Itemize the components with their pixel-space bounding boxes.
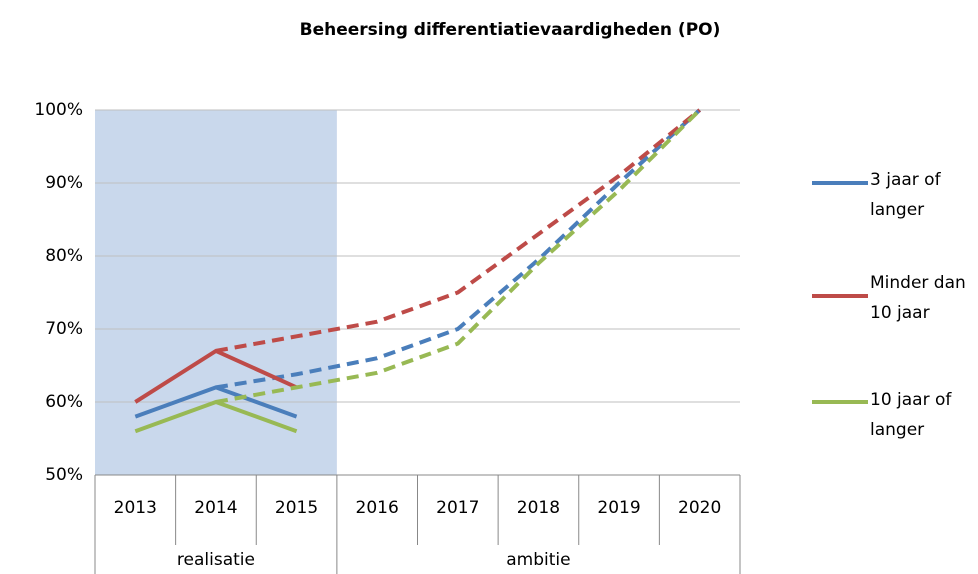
group-label: realisatie <box>177 550 255 570</box>
legend-label: Minder dan 10 jaar <box>870 273 966 323</box>
group-shade <box>95 110 337 475</box>
series-line <box>134 348 298 404</box>
y-tick-label: 80% <box>45 246 83 266</box>
group-label: ambitie <box>506 550 570 570</box>
y-tick-label: 60% <box>45 392 83 412</box>
y-tick-label: 90% <box>45 173 83 193</box>
target-line <box>215 108 702 404</box>
x-tick-label: 2019 <box>597 498 640 518</box>
legend-entry: Minder dan 10 jaar <box>870 273 966 323</box>
chart-title: Beheersing differentiatievaardigheden (P… <box>300 20 721 40</box>
x-tick-label: 2014 <box>194 498 237 518</box>
y-tick-label: 50% <box>45 465 83 485</box>
x-tick-label: 2018 <box>517 498 560 518</box>
legend-label: 10 jaar of langer <box>870 390 952 440</box>
x-tick-label: 2015 <box>275 498 318 518</box>
target-line <box>215 108 702 390</box>
y-tick-label: 70% <box>45 319 83 339</box>
series-line <box>134 385 298 419</box>
legend-label: 3 jaar of langer <box>870 170 941 220</box>
legend-entry: 3 jaar of langer <box>870 170 941 220</box>
series-line <box>134 400 298 434</box>
legend-entry: 10 jaar of langer <box>870 390 952 440</box>
x-tick-label: 2017 <box>436 498 479 518</box>
x-tick-label: 2020 <box>678 498 721 518</box>
x-tick-label: 2016 <box>356 498 399 518</box>
target-line <box>215 108 701 353</box>
x-tick-label: 2013 <box>114 498 157 518</box>
y-tick-label: 100% <box>34 100 83 120</box>
